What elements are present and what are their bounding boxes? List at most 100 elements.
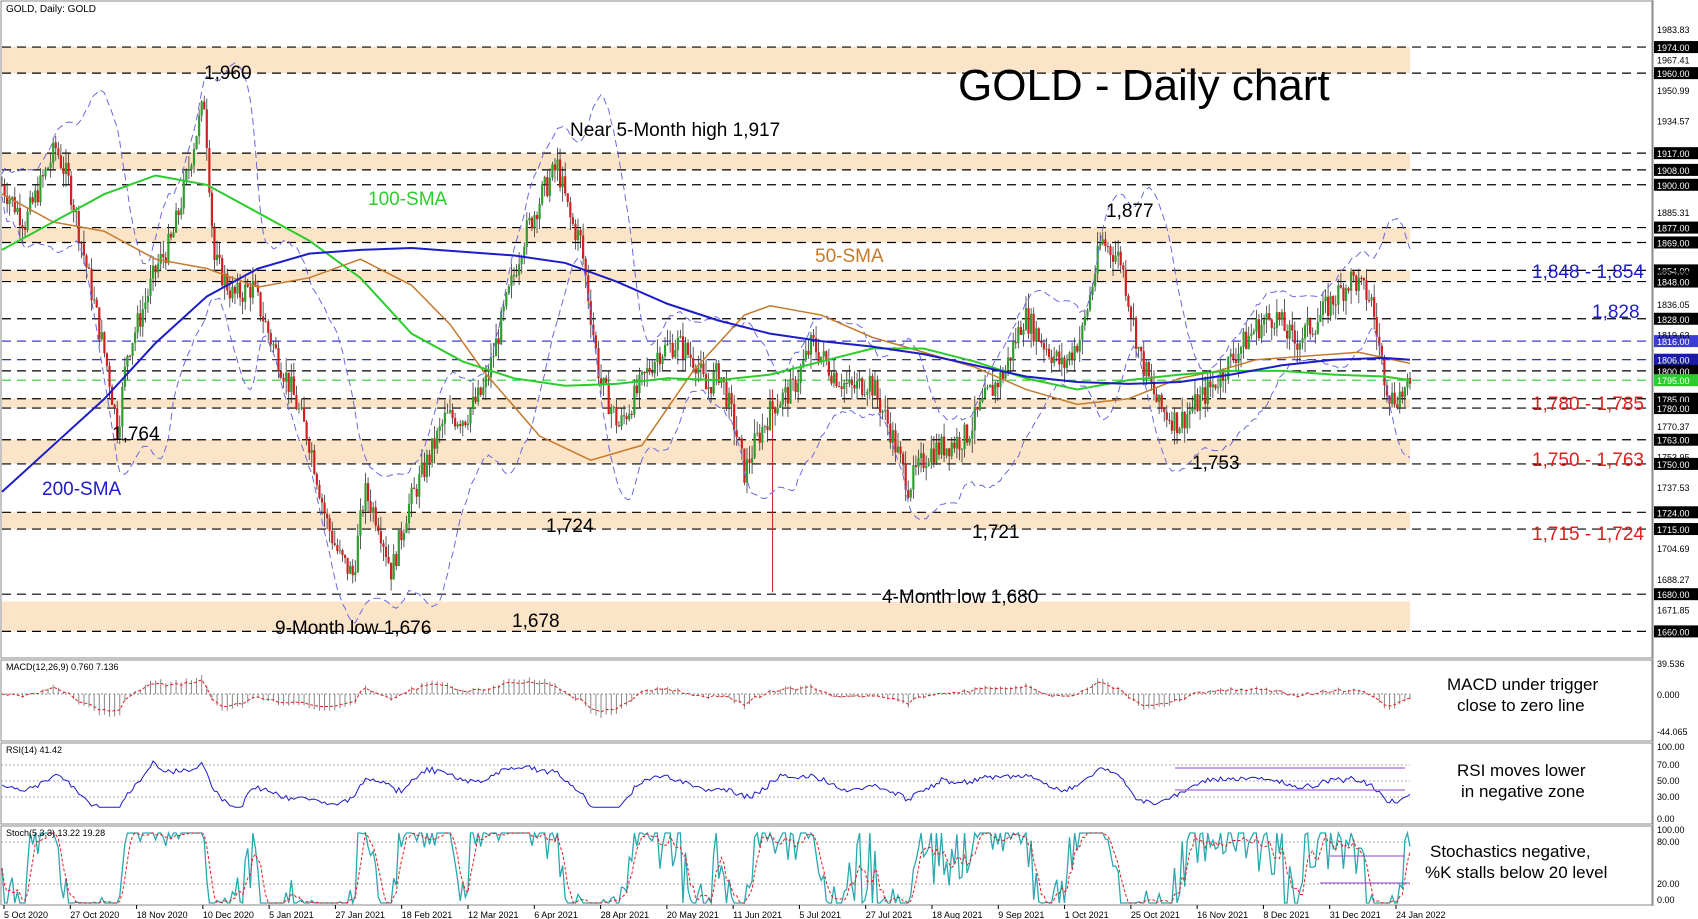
candle-body — [454, 418, 457, 427]
price-tick: 1983.83 — [1657, 25, 1690, 35]
candle-body — [11, 197, 14, 200]
price-tick: 1671.85 — [1657, 605, 1690, 615]
candle-body — [238, 282, 242, 298]
candle-body — [838, 386, 841, 388]
candle-body — [919, 453, 923, 458]
level-tag-1750 — [1654, 457, 1698, 470]
level-tag-1660 — [1654, 625, 1698, 638]
candle-body — [863, 394, 866, 396]
candle-body — [1165, 412, 1168, 420]
candle-body — [1278, 312, 1281, 320]
candle-body — [955, 436, 958, 449]
candle-body — [1191, 408, 1194, 412]
candle-body — [1024, 308, 1028, 330]
candle-body — [146, 295, 150, 303]
zone-3 — [2, 270, 1410, 282]
candle-body — [1063, 357, 1066, 368]
date-tick-label: 12 Mar 2021 — [468, 910, 519, 919]
candle-body — [640, 371, 644, 375]
candle-body — [185, 170, 188, 181]
candle-body — [886, 409, 889, 424]
candle-body — [876, 381, 879, 399]
rsi-tick-0: 0.00 — [1657, 814, 1675, 824]
level-tag-text-1795: 1795.00 — [1657, 376, 1690, 386]
candle-body — [57, 148, 60, 156]
candle-body — [113, 405, 116, 409]
candle-body — [1155, 394, 1158, 403]
candle-body — [541, 184, 544, 204]
candle-body — [484, 375, 487, 388]
candle-body — [272, 344, 275, 346]
candle-body — [300, 407, 303, 409]
candle-body — [1101, 239, 1104, 244]
date-tick-label: 24 Jan 2022 — [1396, 910, 1446, 919]
candle-body — [802, 359, 805, 367]
date-tick-label: 28 Apr 2021 — [601, 910, 650, 919]
candle-body — [172, 232, 175, 238]
candle-body — [556, 159, 559, 171]
candle-body — [374, 507, 377, 526]
candle-body — [1114, 255, 1117, 262]
candle-body — [1406, 378, 1409, 388]
candle-body — [218, 254, 221, 259]
candle-body — [41, 175, 45, 177]
stoch-tick-0: 0.00 — [1657, 895, 1675, 905]
candle-body — [925, 465, 928, 469]
candle-body — [430, 438, 434, 463]
level-tag-1869 — [1654, 236, 1698, 249]
candle-body — [233, 286, 237, 294]
price-tick: 1753.95 — [1657, 453, 1690, 463]
candle-body — [948, 448, 951, 457]
candle-body — [246, 284, 249, 287]
candle-body — [571, 217, 574, 224]
level-tag-text-1715: 1715.00 — [1657, 525, 1690, 535]
candle-body — [369, 501, 372, 513]
candle-body — [264, 321, 267, 323]
candle-body — [1083, 316, 1086, 326]
candle-body — [318, 484, 321, 499]
candle-body — [59, 155, 62, 168]
candle-body — [694, 367, 697, 374]
price-panel-frame — [0, 0, 1653, 659]
candle-body — [1091, 286, 1094, 295]
candle-body — [520, 257, 523, 265]
candle-body — [1204, 387, 1207, 404]
candle-body — [692, 357, 695, 368]
label-100-sma: 100-SMA — [368, 189, 448, 210]
candle-body — [1122, 265, 1125, 270]
candle-body — [1022, 329, 1025, 335]
candle-body — [328, 518, 331, 531]
candle-body — [1081, 325, 1084, 340]
candle-body — [1109, 246, 1112, 256]
candle-body — [456, 424, 459, 427]
candle-body — [812, 335, 815, 339]
candle-body — [1201, 387, 1204, 395]
candle-body — [93, 299, 96, 301]
candle-body — [625, 416, 628, 420]
candle-body — [989, 384, 992, 388]
candle-body — [942, 436, 946, 456]
candle-body — [54, 142, 57, 149]
label-50-sma: 50-SMA — [815, 246, 884, 267]
candle-body — [873, 381, 877, 396]
candle-body — [1068, 352, 1071, 361]
candle-body — [768, 401, 772, 430]
candle-body — [973, 407, 976, 431]
rsi-note-line1: RSI moves lower — [1457, 761, 1586, 780]
candle-body — [582, 235, 585, 259]
candle-body — [615, 407, 618, 426]
candle-body — [323, 502, 326, 514]
candle-body — [90, 268, 93, 301]
zone-4 — [2, 398, 1410, 409]
candle-body — [407, 503, 411, 524]
candle-body — [602, 377, 605, 384]
candle-body — [131, 343, 134, 356]
candle-body — [1209, 381, 1212, 388]
level-tag-text-1780: 1780.00 — [1657, 404, 1690, 414]
candle-body — [1260, 324, 1263, 339]
level-tag-text-1974: 1974.00 — [1657, 43, 1690, 53]
candle-body — [1352, 271, 1355, 276]
candle-body — [832, 372, 836, 384]
candle-body — [1216, 387, 1220, 389]
candle-body — [843, 382, 846, 389]
